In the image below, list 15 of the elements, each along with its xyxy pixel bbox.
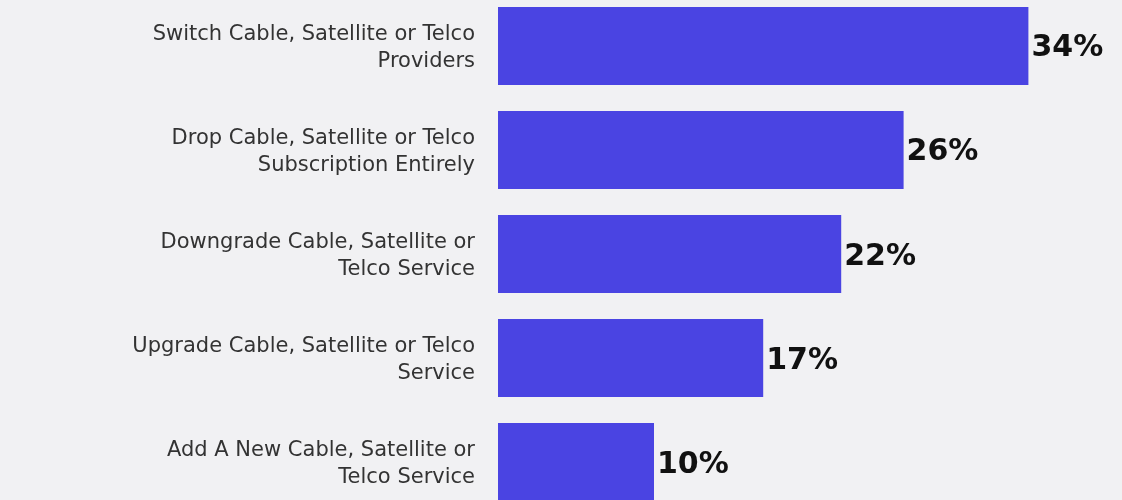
data-label: 17% — [766, 340, 839, 376]
bar — [498, 423, 654, 500]
bar — [498, 110, 904, 189]
data-label: 26% — [906, 132, 979, 168]
y-tick-label: Drop Cable, Satellite or Telco Subscription Entirely — [171, 124, 475, 176]
y-tick-label: Upgrade Cable, Satellite or Telco Service — [132, 332, 475, 385]
data-label: 34% — [1031, 28, 1104, 64]
bar — [498, 319, 764, 398]
y-tick-label: Downgrade Cable, Satellite or Telco Service — [160, 228, 476, 280]
y-tick-label: Switch Cable, Satellite or Telco Providers — [152, 20, 475, 72]
data-label: 10% — [657, 444, 729, 480]
bar — [498, 6, 1029, 85]
y-tick-label: Add A New Cable, Satellite or Telco Service — [167, 436, 476, 489]
bar — [498, 215, 842, 294]
data-label: 22% — [844, 236, 917, 272]
